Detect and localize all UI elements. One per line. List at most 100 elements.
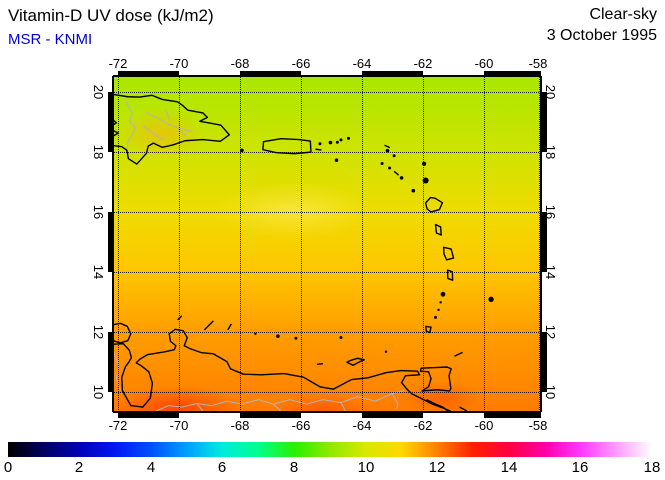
anguilla-island bbox=[384, 145, 389, 147]
frame-segment bbox=[542, 332, 547, 392]
lat-tick-left: 20 bbox=[91, 84, 106, 100]
frame-segment bbox=[108, 92, 113, 152]
venezuela-rivers bbox=[156, 391, 404, 411]
margarita-island bbox=[347, 358, 364, 365]
vieques-island bbox=[315, 149, 321, 150]
bonaire-island bbox=[228, 324, 232, 330]
st-thomas-island bbox=[328, 140, 333, 145]
frame-segment bbox=[108, 212, 113, 272]
antigua-island bbox=[422, 177, 429, 184]
colorbar bbox=[8, 442, 652, 457]
barbados-island bbox=[488, 296, 494, 303]
lat-tick-left: 14 bbox=[91, 264, 106, 280]
los-roques-island bbox=[276, 334, 280, 338]
dominica-island bbox=[436, 225, 442, 235]
orinoco-delta bbox=[427, 400, 468, 411]
la-blanquilla-island bbox=[339, 336, 343, 340]
lon-tick-bottom: -68 bbox=[230, 418, 250, 433]
lon-tick-top: -68 bbox=[230, 56, 250, 71]
data-source-label: MSR - KNMI bbox=[8, 31, 93, 48]
gridline-lat-12 bbox=[113, 332, 541, 333]
lat-tick-right: 18 bbox=[543, 144, 558, 160]
hispaniola-border-line bbox=[126, 102, 135, 150]
gridline-lat-20 bbox=[113, 92, 541, 93]
border-river-lines bbox=[114, 102, 404, 411]
frame-segment bbox=[484, 413, 541, 418]
colorbar-tick: 8 bbox=[289, 459, 299, 476]
guajira-coast bbox=[114, 323, 131, 342]
map-frame-left bbox=[108, 76, 113, 412]
st-eustatius-island bbox=[388, 166, 392, 170]
lon-tick-bottom: -70 bbox=[169, 418, 189, 433]
saba-island bbox=[380, 161, 384, 165]
map-frame-top bbox=[113, 71, 541, 76]
page-title: Vitamin-D UV dose (kJ/m2) bbox=[8, 6, 214, 25]
colorbar-tick: 0 bbox=[3, 459, 13, 476]
gridline-lon--64 bbox=[362, 76, 363, 412]
lon-tick-bottom: -66 bbox=[291, 418, 311, 433]
st-martin-island bbox=[385, 148, 390, 153]
montserrat-island bbox=[411, 188, 416, 193]
frame-segment bbox=[118, 413, 179, 418]
trinidad-coast bbox=[421, 367, 452, 391]
martinique-island bbox=[444, 247, 454, 260]
lat-tick-right: 20 bbox=[543, 84, 558, 100]
guadeloupe-island bbox=[426, 198, 443, 212]
frame-segment bbox=[118, 71, 179, 76]
lon-tick-top: -66 bbox=[291, 56, 311, 71]
lon-tick-top: -58 bbox=[528, 56, 548, 71]
lon-tick-top: -70 bbox=[169, 56, 189, 71]
colorbar-tick: 16 bbox=[571, 459, 589, 476]
gridline-lat-10 bbox=[113, 392, 541, 393]
gridline-lon--66 bbox=[301, 76, 302, 412]
gridline-lon--72 bbox=[118, 76, 119, 412]
map-frame-bottom bbox=[113, 412, 541, 418]
gridline-lon--70 bbox=[179, 76, 180, 412]
bequia-island bbox=[439, 301, 442, 304]
gridline-lat-18 bbox=[113, 152, 541, 153]
lat-tick-right: 12 bbox=[543, 324, 558, 340]
st-vincent-island bbox=[440, 291, 446, 297]
canouan-island bbox=[437, 308, 440, 312]
los-testigos-island bbox=[384, 350, 388, 353]
gridline-lat-16 bbox=[113, 212, 541, 213]
lon-tick-top: -62 bbox=[413, 56, 433, 71]
lat-tick-left: 18 bbox=[91, 144, 106, 160]
tobago-island bbox=[454, 352, 462, 356]
frame-segment bbox=[240, 413, 301, 418]
st-barth-island bbox=[392, 154, 396, 158]
frame-segment bbox=[484, 71, 541, 76]
lat-tick-right: 16 bbox=[543, 204, 558, 220]
lon-tick-top: -60 bbox=[474, 56, 494, 71]
frame-segment bbox=[362, 413, 423, 418]
frame-segment bbox=[542, 92, 547, 152]
small-island-dots bbox=[240, 136, 494, 353]
colorbar-tick: 18 bbox=[643, 459, 661, 476]
lon-tick-bottom: -58 bbox=[528, 418, 548, 433]
virgin-gorda-island bbox=[346, 136, 350, 140]
venezuela-river-branches bbox=[197, 394, 398, 411]
carriacou-island bbox=[434, 315, 438, 319]
gridline-lon--68 bbox=[240, 76, 241, 412]
lon-tick-bottom: -62 bbox=[413, 418, 433, 433]
hispaniola-coast bbox=[114, 94, 229, 164]
lat-tick-left: 12 bbox=[91, 324, 106, 340]
lon-tick-bottom: -64 bbox=[352, 418, 372, 433]
frame-segment bbox=[240, 71, 301, 76]
uv-dose-map bbox=[113, 76, 541, 412]
coastline-group bbox=[114, 94, 467, 411]
las-aves-island bbox=[254, 332, 257, 335]
date-label: 3 October 1995 bbox=[546, 27, 657, 44]
lat-tick-left: 16 bbox=[91, 204, 106, 220]
colorbar-tick: 4 bbox=[146, 459, 156, 476]
gridline-lon--62 bbox=[423, 76, 424, 412]
st-lucia-island bbox=[448, 270, 453, 280]
nevis-island bbox=[399, 176, 404, 180]
lon-tick-top: -72 bbox=[108, 56, 128, 71]
colorbar-tick: 14 bbox=[500, 459, 518, 476]
hispaniola-river bbox=[146, 112, 193, 131]
lat-tick-right: 14 bbox=[543, 264, 558, 280]
tortola-island bbox=[339, 138, 343, 142]
frame-segment bbox=[108, 332, 113, 392]
lat-tick-left: 10 bbox=[91, 384, 106, 400]
